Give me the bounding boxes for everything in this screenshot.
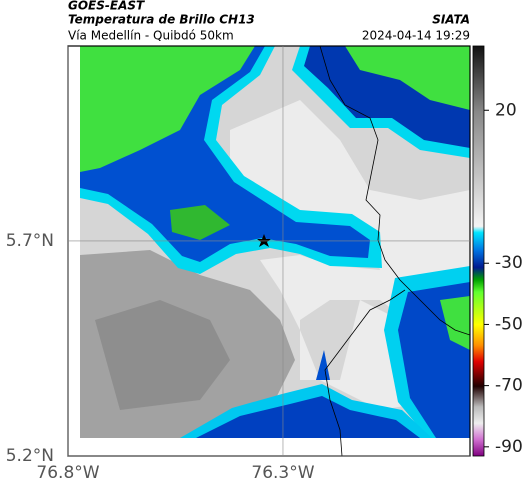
title: Temperatura de Brillo CH13 [68, 13, 255, 27]
location-marker [257, 234, 271, 247]
x-tick-label: 76.3°W [251, 463, 314, 483]
colorbar-tick-label: -90 [495, 437, 523, 457]
colorbar [472, 45, 485, 457]
colorbar-tick-label: 20 [495, 100, 517, 120]
credit: SIATA [432, 13, 470, 27]
colorbar-tick-label: -70 [495, 376, 523, 396]
subtitle: Vía Medellín - Quibdó 50km [68, 29, 234, 43]
x-tick-label: 76.8°W [36, 463, 99, 483]
colorbar-tick-label: -50 [495, 314, 523, 334]
y-tick-label: 5.7°N [6, 231, 54, 251]
timestamp: 2024-04-14 19:29 [362, 29, 470, 43]
colorbar-tick-label: -30 [495, 253, 523, 273]
source: GOES-EAST [68, 0, 145, 13]
imagery [68, 46, 470, 456]
y-tick-label: 5.2°N [6, 446, 54, 466]
